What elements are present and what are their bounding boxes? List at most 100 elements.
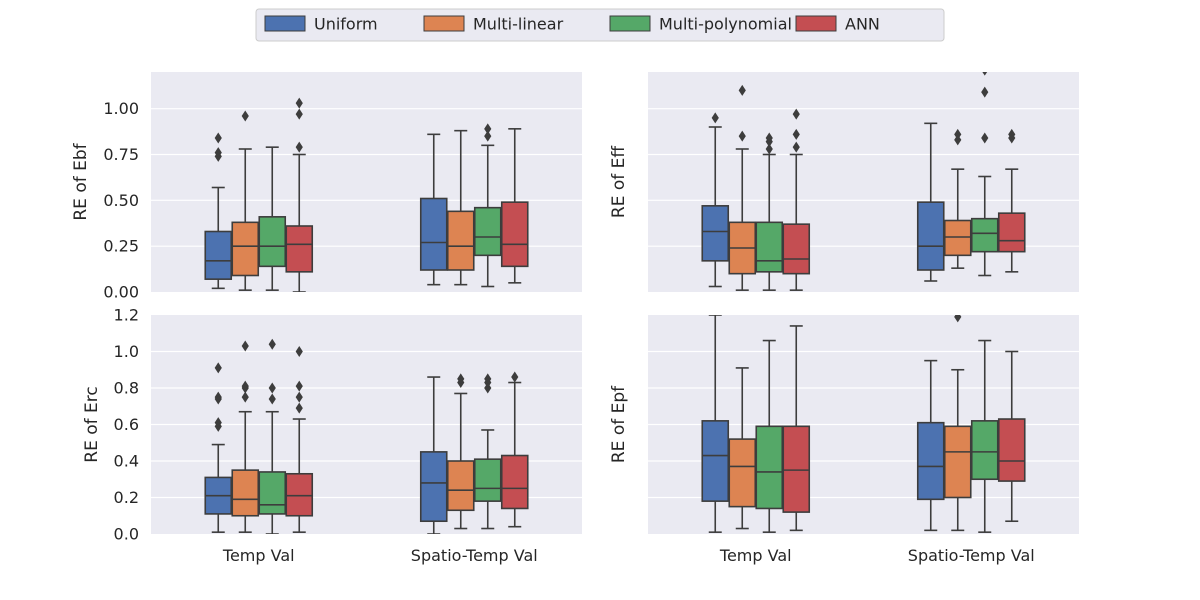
iqr-box <box>755 221 784 273</box>
y-tick-label: 1.2 <box>114 306 139 325</box>
box-ann <box>285 97 314 292</box>
outlier-point <box>295 108 303 120</box>
y-tick-label: 0.50 <box>103 191 139 210</box>
plot-area <box>701 315 1026 533</box>
iqr-box <box>473 206 502 257</box>
iqr-box <box>419 197 448 271</box>
legend-swatch <box>264 15 306 32</box>
iqr-box <box>755 425 784 510</box>
legend-item: Multi-polynomial <box>609 15 792 34</box>
legend-item: Multi-linear <box>423 15 564 34</box>
outlier-point <box>792 128 800 140</box>
iqr-box <box>473 458 502 502</box>
y-tick-label: 0.8 <box>114 379 139 398</box>
y-tick-label: 1.00 <box>103 99 139 118</box>
x-tick-label: Temp Val <box>719 546 792 565</box>
outlier-point <box>295 391 303 403</box>
legend-swatch <box>423 15 465 32</box>
box-multi-linear <box>231 110 260 291</box>
y-tick-label: 0.4 <box>114 452 139 471</box>
chart-panel-top-right: RE of Eff <box>609 72 1079 292</box>
outlier-point <box>241 380 249 392</box>
outlier-point <box>214 417 222 429</box>
outlier-point <box>241 391 249 403</box>
outlier-point <box>982 72 988 76</box>
plot-area <box>204 338 529 534</box>
box-multi-linear <box>943 128 972 269</box>
legend-label: Multi-polynomial <box>659 15 792 34</box>
iqr-box <box>500 201 529 268</box>
y-tick-label: 0.75 <box>103 145 139 164</box>
box-uniform <box>916 122 945 282</box>
outlier-point <box>214 147 222 159</box>
outlier-point <box>738 130 746 142</box>
outlier-point <box>268 382 276 394</box>
y-axis-label: RE of Erc <box>82 386 102 462</box>
outlier-point <box>711 112 719 124</box>
box-uniform <box>419 133 448 286</box>
box-uniform <box>419 376 448 534</box>
outlier-point <box>484 130 492 142</box>
iqr-box <box>500 454 529 510</box>
iqr-box <box>204 230 233 280</box>
panels: 0.00 0.25 0.50 0.75 1.00 RE of Ebf RE of Eff 0.… <box>71 72 1079 565</box>
outlier-point <box>241 340 249 352</box>
box-ann <box>997 350 1026 523</box>
box-multi-polynomial <box>755 132 784 291</box>
legend-item: Uniform <box>264 15 378 34</box>
outlier-point <box>1008 128 1016 140</box>
y-tick-label: 0.00 <box>103 283 139 302</box>
x-tick-label: Spatio-Temp Val <box>411 546 538 565</box>
outlier-point <box>484 373 492 385</box>
iqr-box <box>701 205 730 262</box>
iqr-box <box>916 201 945 271</box>
iqr-box <box>970 217 999 253</box>
plot-area <box>204 97 529 292</box>
outlier-point <box>268 338 276 350</box>
legend-swatch <box>609 15 651 32</box>
outlier-point <box>511 371 519 383</box>
iqr-box <box>701 420 730 502</box>
outlier-point <box>981 86 989 98</box>
iqr-box <box>970 420 999 481</box>
outlier-point <box>981 132 989 144</box>
y-axis-label: RE of Epf <box>609 385 629 463</box>
box-uniform <box>701 315 730 533</box>
y-tick-label: 0.2 <box>114 488 139 507</box>
chart-panel-top-left: 0.00 0.25 0.50 0.75 1.00 RE of Ebf <box>71 72 582 302</box>
box-uniform <box>701 112 730 288</box>
legend-label: Uniform <box>314 15 378 34</box>
box-multi-polynomial <box>473 373 502 530</box>
outlier-point <box>484 123 492 135</box>
box-uniform <box>916 359 945 532</box>
outlier-point <box>295 346 303 357</box>
box-multi-polynomial <box>755 339 784 533</box>
outlier-point <box>214 132 222 144</box>
outlier-point <box>457 373 465 385</box>
box-uniform <box>204 362 233 533</box>
y-tick-label: 0.6 <box>114 415 139 434</box>
box-ann <box>285 346 314 533</box>
outlier-point <box>268 393 276 405</box>
y-tick-label: 0.25 <box>103 237 139 256</box>
iqr-box <box>728 438 757 508</box>
iqr-box <box>782 223 811 275</box>
outlier-point <box>792 108 800 120</box>
legend-swatch <box>795 15 837 32</box>
box-multi-linear <box>446 373 475 530</box>
chart-panel-bottom-left: 0.0 0.2 0.4 0.6 0.8 1.0 1.2 RE of Erc Temp Val Sp… <box>82 306 582 565</box>
box-ann <box>782 325 811 532</box>
y-tick-label: 1.0 <box>114 342 139 361</box>
box-multi-linear <box>943 315 972 532</box>
iqr-box <box>916 421 945 501</box>
outlier-point <box>214 362 222 374</box>
y-axis-label: RE of Eff <box>609 145 629 218</box>
iqr-box <box>258 471 287 515</box>
plot-area <box>701 72 1026 291</box>
iqr-box <box>258 216 287 268</box>
outlier-point <box>954 128 962 140</box>
box-ann <box>782 108 811 291</box>
outlier-point <box>214 391 222 403</box>
outlier-point <box>295 402 303 414</box>
